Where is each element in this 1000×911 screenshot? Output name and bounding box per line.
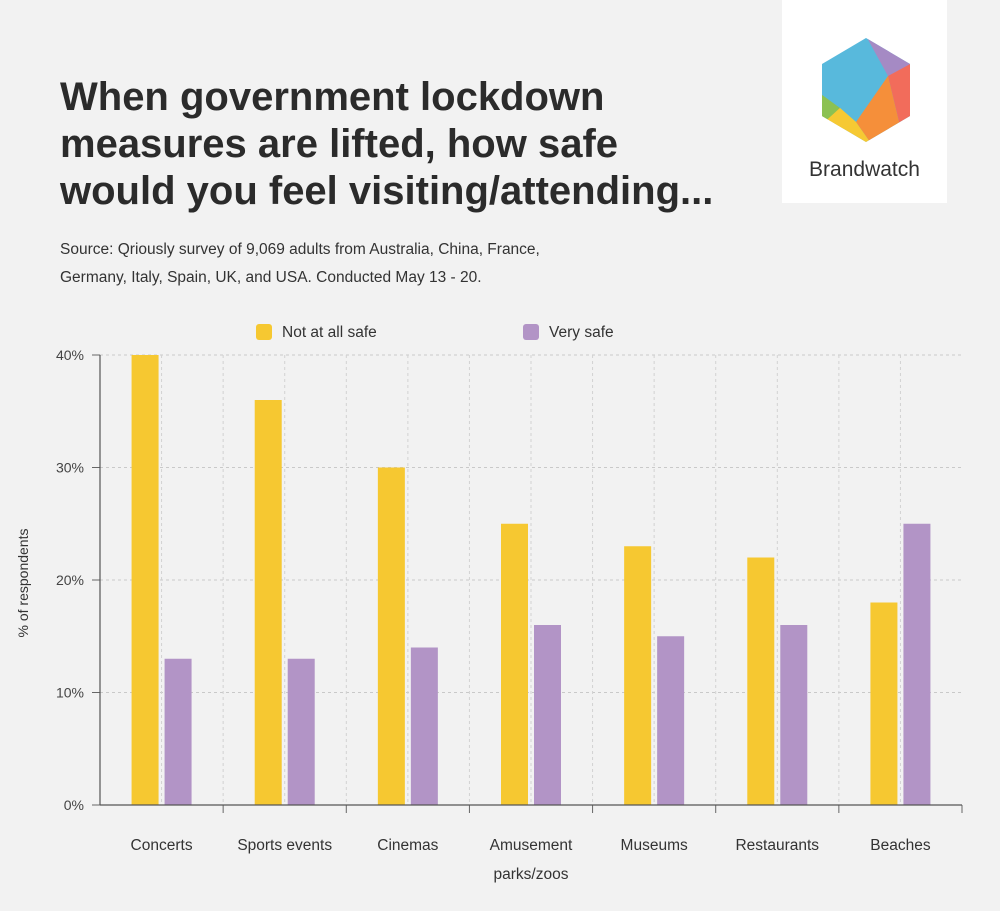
chart-bars [131, 355, 931, 805]
brandwatch-logo: Brandwatch [782, 0, 947, 203]
bar-very-safe-amusement-parks-zoos [534, 625, 561, 805]
legend-label-very-safe: Very safe [549, 324, 614, 341]
x-tick-label: Cinemas [377, 837, 438, 854]
chart-title-line-3: would you feel visiting/attending... [60, 169, 714, 213]
x-tick-label: Sports events [237, 837, 332, 854]
source-note-line-1: Source: Qriously survey of 9,069 adults … [60, 241, 540, 258]
legend-swatch-not-at-all-safe [256, 324, 272, 340]
source-note: Source: Qriously survey of 9,069 adults … [60, 236, 620, 292]
chart-title-line-2: measures are lifted, how safe [60, 122, 619, 166]
chart-grid [100, 354, 962, 805]
legend-label-not-at-all-safe: Not at all safe [282, 324, 377, 341]
bar-not-at-all-safe-restaurants [747, 557, 775, 805]
chart-title: When government lockdown measures are li… [60, 74, 760, 215]
x-tick-label: Restaurants [735, 837, 819, 854]
x-tick-label-line: parks/zoos [494, 866, 569, 883]
source-note-line-2: Germany, Italy, Spain, UK, and USA. Cond… [60, 269, 482, 286]
chart-axes: 0% 10% 20% 30% 40% Concerts Sports events Cinem… [56, 347, 963, 883]
bar-very-safe-museums [657, 636, 685, 805]
brandwatch-hexagon-logo-icon [822, 38, 910, 142]
x-tick-label-line: Restaurants [735, 837, 819, 854]
bar-chart: 0% 10% 20% 30% 40% Concerts Sports events Cinem… [15, 324, 963, 883]
y-tick-label: 20% [56, 572, 84, 588]
x-tick-label: Concerts [131, 837, 193, 854]
y-tick-label: 0% [64, 797, 84, 813]
bar-very-safe-concerts [164, 658, 192, 805]
y-axis-label: % of respondents [15, 529, 31, 638]
bar-not-at-all-safe-amusement-parks-zoos [501, 523, 528, 805]
bar-not-at-all-safe-sports-events [254, 400, 282, 805]
bar-not-at-all-safe-cinemas [377, 467, 405, 805]
legend-swatch-very-safe [523, 324, 539, 340]
y-tick-label: 30% [56, 460, 84, 476]
x-tick-label-line: Cinemas [377, 837, 438, 854]
x-tick-label: Amusement parks/zoos [490, 837, 573, 883]
bar-very-safe-beaches [903, 523, 931, 805]
brandwatch-logo-text: Brandwatch [809, 158, 920, 181]
y-tick-label: 40% [56, 347, 84, 363]
chart-title-line-1: When government lockdown [60, 75, 605, 119]
x-tick-label-line: Concerts [131, 837, 193, 854]
y-tick-label: 10% [56, 685, 84, 701]
bar-not-at-all-safe-beaches [870, 602, 898, 805]
bar-not-at-all-safe-museums [624, 546, 652, 805]
x-tick-label: Beaches [870, 837, 931, 854]
x-tick-label-line: Sports events [237, 837, 332, 854]
bar-very-safe-cinemas [410, 647, 438, 805]
bar-very-safe-restaurants [780, 625, 808, 805]
chart-legend: Not at all safe Very safe [256, 324, 614, 341]
x-tick-label-line: Amusement [490, 837, 573, 854]
bar-very-safe-sports-events [287, 658, 315, 805]
x-tick-label-line: Beaches [870, 837, 931, 854]
x-tick-label: Museums [621, 837, 688, 854]
x-tick-label-line: Museums [621, 837, 688, 854]
bar-not-at-all-safe-concerts [131, 355, 159, 805]
